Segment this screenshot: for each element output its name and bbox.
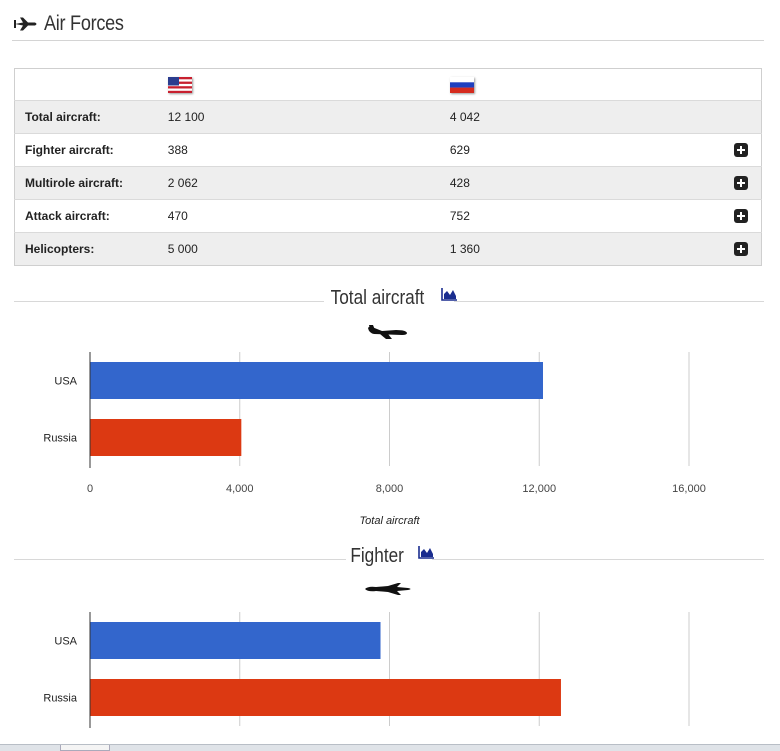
x-axis-title: Total aircraft (359, 515, 420, 527)
russia-value: 428 (439, 166, 724, 200)
category-label: USA (54, 376, 77, 388)
russia-value: 629 (439, 133, 724, 167)
category-label: Russia (43, 433, 78, 445)
bar-usa (90, 362, 543, 399)
comparison-table: Total aircraft: 12 100 4 042 Fighter aircra… (14, 68, 762, 266)
russia-flag-icon (449, 76, 474, 93)
bar-russia (90, 419, 242, 456)
table-row: Attack aircraft: 470 752 (14, 199, 762, 233)
russia-header-cell (439, 68, 724, 101)
row-label: Multirole aircraft: (14, 166, 158, 200)
russia-value: 4 042 (439, 100, 724, 134)
row-action-cell (724, 100, 762, 134)
table-header-row (14, 68, 762, 101)
row-action-cell (724, 133, 762, 167)
x-tick-label: 16,000 (672, 483, 706, 495)
category-label: USA (54, 636, 77, 648)
table-row: Multirole aircraft: 2 062 428 (14, 166, 762, 200)
usa-value: 12 100 (157, 100, 440, 134)
table-row: Fighter aircraft: 388 629 (14, 133, 762, 167)
x-tick-label: 4,000 (226, 483, 254, 495)
row-label: Total aircraft: (14, 100, 158, 134)
usa-value: 388 (157, 133, 440, 167)
row-action-cell (724, 199, 762, 233)
row-label: Helicopters: (14, 232, 158, 266)
category-label: Russia (43, 693, 78, 705)
expand-plus-button[interactable] (734, 176, 748, 191)
expand-plus-button[interactable] (734, 143, 748, 158)
area-chart-icon[interactable] (441, 288, 458, 301)
fighter-chart: USARussia0200400600800 (43, 612, 698, 750)
expand-plus-button[interactable] (734, 209, 748, 224)
x-tick-label: 8,000 (376, 483, 404, 495)
usa-header-cell (157, 68, 440, 101)
section-title: Air Forces (44, 12, 124, 35)
usa-value: 470 (157, 199, 440, 233)
usa-value: 2 062 (157, 166, 440, 200)
x-tick-label: 12,000 (522, 483, 556, 495)
plane-icon (14, 17, 37, 31)
chart-title: Total aircraft (328, 287, 426, 310)
header-action-cell (724, 68, 762, 101)
row-label: Fighter aircraft: (14, 133, 158, 167)
chart-title: Fighter (348, 545, 406, 568)
scrollbar-thumb[interactable] (60, 745, 110, 751)
russia-value: 752 (439, 199, 724, 233)
row-action-cell (724, 166, 762, 200)
air-forces-header: Air Forces (12, 8, 764, 41)
area-chart-icon[interactable] (418, 546, 434, 559)
expand-plus-button[interactable] (734, 242, 748, 257)
usa-value: 5 000 (157, 232, 440, 266)
fighter-chart-header: Fighter (14, 545, 764, 575)
x-tick-label: 0 (87, 483, 93, 495)
us-flag-icon (167, 76, 192, 93)
russia-value: 1 360 (439, 232, 724, 266)
bar-russia (90, 679, 561, 716)
header-empty-cell (14, 68, 158, 101)
total-aircraft-chart: USA Russia 0 4,000 8,000 12,000 16,000 Total ai… (43, 352, 706, 527)
fighter-jet-icon (365, 583, 411, 595)
total-aircraft-chart-header: Total aircraft (14, 287, 764, 317)
transport-plane-icon (368, 325, 407, 339)
table-row: Total aircraft: 12 100 4 042 (14, 100, 762, 134)
table-row: Helicopters: 5 000 1 360 (14, 232, 762, 266)
row-label: Attack aircraft: (14, 199, 158, 233)
bar-usa (90, 622, 381, 659)
row-action-cell (724, 232, 762, 266)
